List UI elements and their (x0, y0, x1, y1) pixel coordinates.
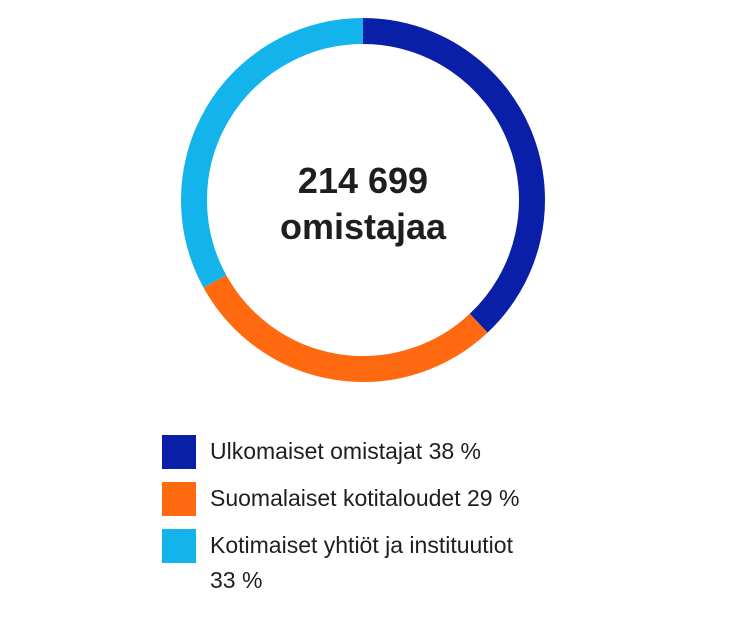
chart-legend: Ulkomaiset omistajat 38 % Suomalaiset ko… (162, 434, 682, 610)
owner-count-unit: omistajaa (279, 206, 447, 247)
donut-slice-2 (181, 18, 364, 288)
legend-label: Ulkomaiset omistajat 38 % (210, 438, 481, 464)
legend-swatch (162, 435, 196, 469)
legend-item-households: Suomalaiset kotitaloudet 29 % (162, 481, 682, 516)
owner-count: 214 699 (297, 160, 429, 201)
donut-slice-0 (362, 18, 545, 333)
legend-label: Kotimaiset yhtiöt ja instituutiot 33 % (210, 532, 513, 593)
chart-center-label: 214 699 omistajaa (228, 158, 498, 250)
legend-label: Suomalaiset kotitaloudet 29 % (210, 485, 520, 511)
legend-item-foreign-owners: Ulkomaiset omistajat 38 % (162, 434, 682, 469)
donut-chart (181, 18, 545, 382)
legend-item-companies-institutions: Kotimaiset yhtiöt ja instituutiot 33 % (162, 528, 682, 598)
legend-swatch (162, 529, 196, 563)
legend-swatch (162, 482, 196, 516)
donut-slice-1 (203, 275, 488, 382)
